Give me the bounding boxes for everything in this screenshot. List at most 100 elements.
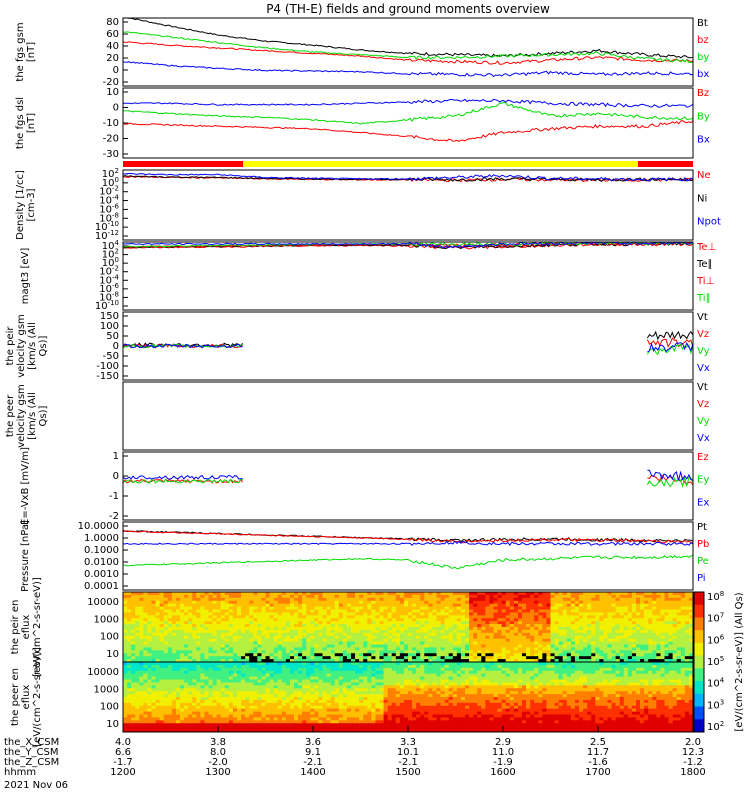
spectrogram-cell — [233, 677, 237, 680]
spectrogram-cell — [559, 630, 563, 633]
spectrogram-cell — [261, 645, 265, 648]
spectrogram-cell — [396, 650, 400, 653]
spectrogram-cell — [494, 621, 498, 624]
spectrogram-cell — [310, 642, 314, 645]
spectrogram-cell — [335, 607, 339, 610]
spectrogram-cell — [335, 636, 339, 639]
spectrogram-cell — [302, 639, 306, 642]
spectrogram-cell — [599, 601, 603, 604]
spectrogram-cell — [241, 703, 245, 706]
spectrogram-cell — [294, 706, 298, 709]
spectrogram-cell — [278, 601, 282, 604]
spectrogram-cell — [160, 647, 164, 650]
spectrogram-cell — [473, 653, 477, 656]
spectrogram-cell — [298, 645, 302, 648]
spectrogram-cell — [156, 688, 160, 691]
spectrogram-cell — [314, 665, 318, 668]
spectrogram-cell — [139, 723, 143, 726]
spectrogram-cell — [131, 636, 135, 639]
spectrogram-cell — [624, 645, 628, 648]
spectrogram-cell — [453, 636, 457, 639]
spectrogram-cell — [343, 700, 347, 703]
spectrogram-cell — [404, 621, 408, 624]
spectrogram-cell — [241, 618, 245, 621]
spectrogram-cell — [241, 677, 245, 680]
spectrogram-cell — [164, 645, 168, 648]
spectrogram-cell — [200, 677, 204, 680]
spectrogram-cell — [270, 598, 274, 601]
spectrogram-cell — [274, 694, 278, 697]
spectrogram-cell — [396, 653, 400, 656]
spectrogram-cell — [192, 610, 196, 613]
spectrogram-cell — [302, 650, 306, 653]
spectrogram-cell — [127, 647, 131, 650]
spectrogram-cell — [542, 633, 546, 636]
spectrogram-cell — [465, 604, 469, 607]
spectrogram-cell — [192, 697, 196, 700]
spectrogram-cell — [445, 639, 449, 642]
spectrogram-cell — [331, 720, 335, 723]
spectrogram-cell — [192, 621, 196, 624]
spectrogram-cell — [241, 647, 245, 650]
spectrogram-cell — [396, 612, 400, 615]
spectrogram-cell — [168, 677, 172, 680]
spectrogram-cell — [143, 680, 147, 683]
spectrogram-cell — [538, 653, 542, 656]
spectrogram-cell — [200, 650, 204, 653]
spectrogram-cell — [123, 680, 127, 683]
spectrogram-cell — [180, 715, 184, 718]
spectrogram-cell — [229, 680, 233, 683]
spectrogram-cell — [453, 633, 457, 636]
spectrogram-cell — [681, 656, 685, 659]
spectrogram-cell — [253, 642, 257, 645]
spectrogram-cell — [127, 709, 131, 712]
spectrogram-cell — [172, 674, 176, 677]
spectrogram-cell — [192, 717, 196, 720]
spectrogram-cell — [559, 633, 563, 636]
spectrogram-cell — [412, 604, 416, 607]
spectrogram-cell — [363, 642, 367, 645]
spectrogram-cell — [298, 601, 302, 604]
spectrogram-cell — [363, 688, 367, 691]
spectrogram-cell — [143, 682, 147, 685]
spectrogram-cell — [396, 627, 400, 630]
spectrogram-cell — [587, 607, 591, 610]
spectrogram-cell — [522, 612, 526, 615]
spectrogram-cell — [188, 633, 192, 636]
spectrogram-cell — [257, 633, 261, 636]
spectrogram-cell — [306, 668, 310, 671]
spectrogram-cell — [660, 604, 664, 607]
spectrogram-cell — [139, 610, 143, 613]
spectrogram-cell — [188, 650, 192, 653]
spectrogram-cell — [416, 633, 420, 636]
spectrogram-cell — [359, 715, 363, 718]
spectrogram-cell — [432, 633, 436, 636]
spectrogram-cell — [200, 703, 204, 706]
spectrogram-cell — [172, 607, 176, 610]
spectrogram-cell — [579, 595, 583, 598]
spectrogram-cell — [514, 612, 518, 615]
spectrogram-cell — [180, 639, 184, 642]
spectrogram-cell — [677, 645, 681, 648]
spectrogram-cell — [274, 706, 278, 709]
spectrogram-cell — [152, 703, 156, 706]
spectrogram-cell — [164, 717, 168, 720]
spectrogram-cell — [188, 612, 192, 615]
spectrogram-cell — [257, 665, 261, 668]
spectrogram-cell — [339, 604, 343, 607]
spectrogram-cell — [245, 642, 249, 645]
spectrogram-cell — [339, 668, 343, 671]
spectrogram-cell — [461, 647, 465, 650]
spectrogram-cell — [306, 674, 310, 677]
spectrogram-cell — [428, 595, 432, 598]
spectrogram-cell — [453, 630, 457, 633]
spectrogram-cell — [143, 607, 147, 610]
spectrogram-cell — [314, 653, 318, 656]
spectrogram-cell — [599, 607, 603, 610]
spectrogram-cell — [441, 636, 445, 639]
spectrogram-cell — [156, 624, 160, 627]
spectrogram-cell — [180, 621, 184, 624]
spectrogram-cell — [123, 639, 127, 642]
spectrogram-cell — [380, 642, 384, 645]
spectrogram-cell — [306, 688, 310, 691]
